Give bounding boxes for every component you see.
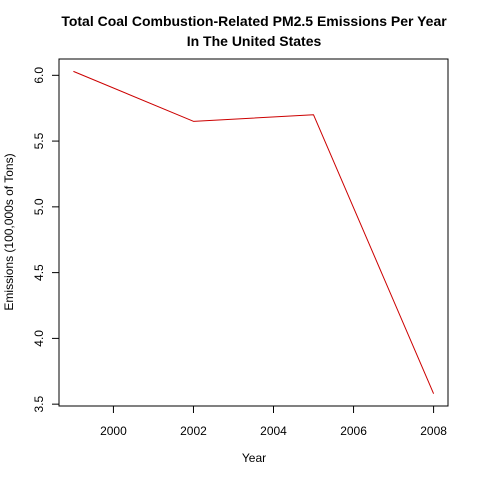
x-tick-label: 2000 <box>100 424 127 438</box>
x-axis-title: Year <box>242 451 266 465</box>
x-tick-label: 2004 <box>260 424 287 438</box>
series-line <box>73 70 435 394</box>
series-layer <box>73 70 435 394</box>
x-tick-label: 2008 <box>420 424 447 438</box>
x-tick-label: 2006 <box>340 424 367 438</box>
y-axis-title: Emissions (100,000s of Tons) <box>2 153 16 310</box>
y-tick-label: 4.0 <box>32 330 46 347</box>
y-tick-label: 3.5 <box>32 395 46 412</box>
y-axis: 3.5 4.0 4.5 5.0 5.5 6.0 <box>32 67 60 413</box>
x-tick-label: 2002 <box>180 424 207 438</box>
y-tick-label: 5.5 <box>32 132 46 149</box>
x-axis: 2000 2002 2004 2006 2008 <box>100 405 447 438</box>
chart-title-line-2: In The United States <box>187 33 322 49</box>
y-tick-label: 4.5 <box>32 264 46 281</box>
y-tick-label: 5.0 <box>32 198 46 215</box>
chart-title-line-1: Total Coal Combustion-Related PM2.5 Emis… <box>61 13 447 29</box>
y-tick-label: 6.0 <box>32 67 46 84</box>
